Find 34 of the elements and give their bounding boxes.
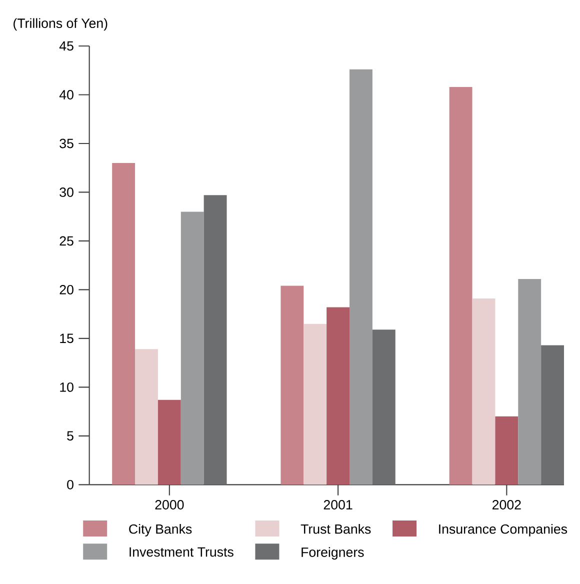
bar [495,416,518,485]
legend-label: Insurance Companies [439,524,568,536]
bar [518,278,542,485]
bar [350,69,372,485]
bar [180,212,204,485]
y-tick-label: 35 [60,138,74,148]
y-tick-label: 5 [67,431,74,441]
bar [135,349,158,485]
y-tick-label: 30 [60,188,74,197]
bar [449,86,472,485]
bar [372,330,396,485]
y-tick-label: 10 [60,382,74,392]
bar [304,324,327,485]
y-tick-label: 15 [60,334,74,344]
y-tick-label: 45 [59,41,74,51]
legend-label: City Banks [129,524,192,536]
bar [326,307,350,485]
bar [112,162,136,485]
bar [158,400,181,485]
y-tick-label: 20 [60,284,74,294]
y-axis-title: (Trillions of Yen) [14,18,108,31]
y-tick-label: 40 [59,90,74,100]
x-tick-label: 2000 [155,500,184,510]
legend-label: Investment Trusts [130,547,234,557]
y-tick-label: 0 [67,480,74,490]
bar [204,195,227,485]
bar [472,298,496,485]
x-tick-label: 2001 [324,500,352,510]
bar [541,345,564,485]
y-tick-label: 25 [60,236,74,246]
legend-label: Trust Banks [300,524,371,534]
bar [280,286,304,485]
x-tick-label: 2002 [492,500,521,510]
legend-label: Foreigners [302,547,364,560]
